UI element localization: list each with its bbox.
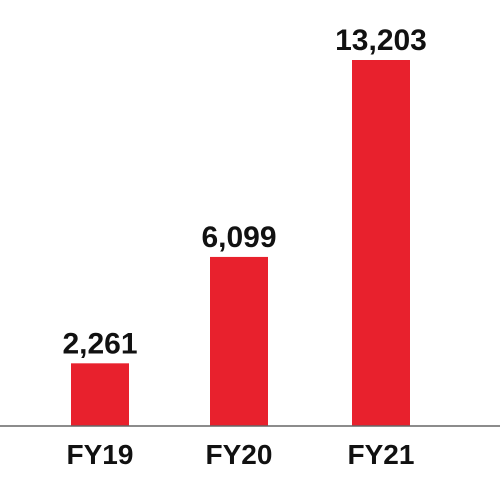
bar-fy21: [352, 60, 410, 426]
category-label-fy19: FY19: [67, 439, 134, 470]
category-label-fy21: FY21: [348, 439, 415, 470]
labels-group: 2,261 FY19 6,099 FY20 13,203 FY21: [62, 24, 426, 470]
bars-group: [71, 60, 410, 426]
bar-fy20: [210, 256, 268, 426]
bar-fy19: [71, 363, 129, 426]
value-label-fy20: 6,099: [201, 221, 276, 254]
value-label-fy21: 13,203: [335, 24, 427, 57]
category-label-fy20: FY20: [206, 439, 273, 470]
value-label-fy19: 2,261: [62, 327, 137, 360]
